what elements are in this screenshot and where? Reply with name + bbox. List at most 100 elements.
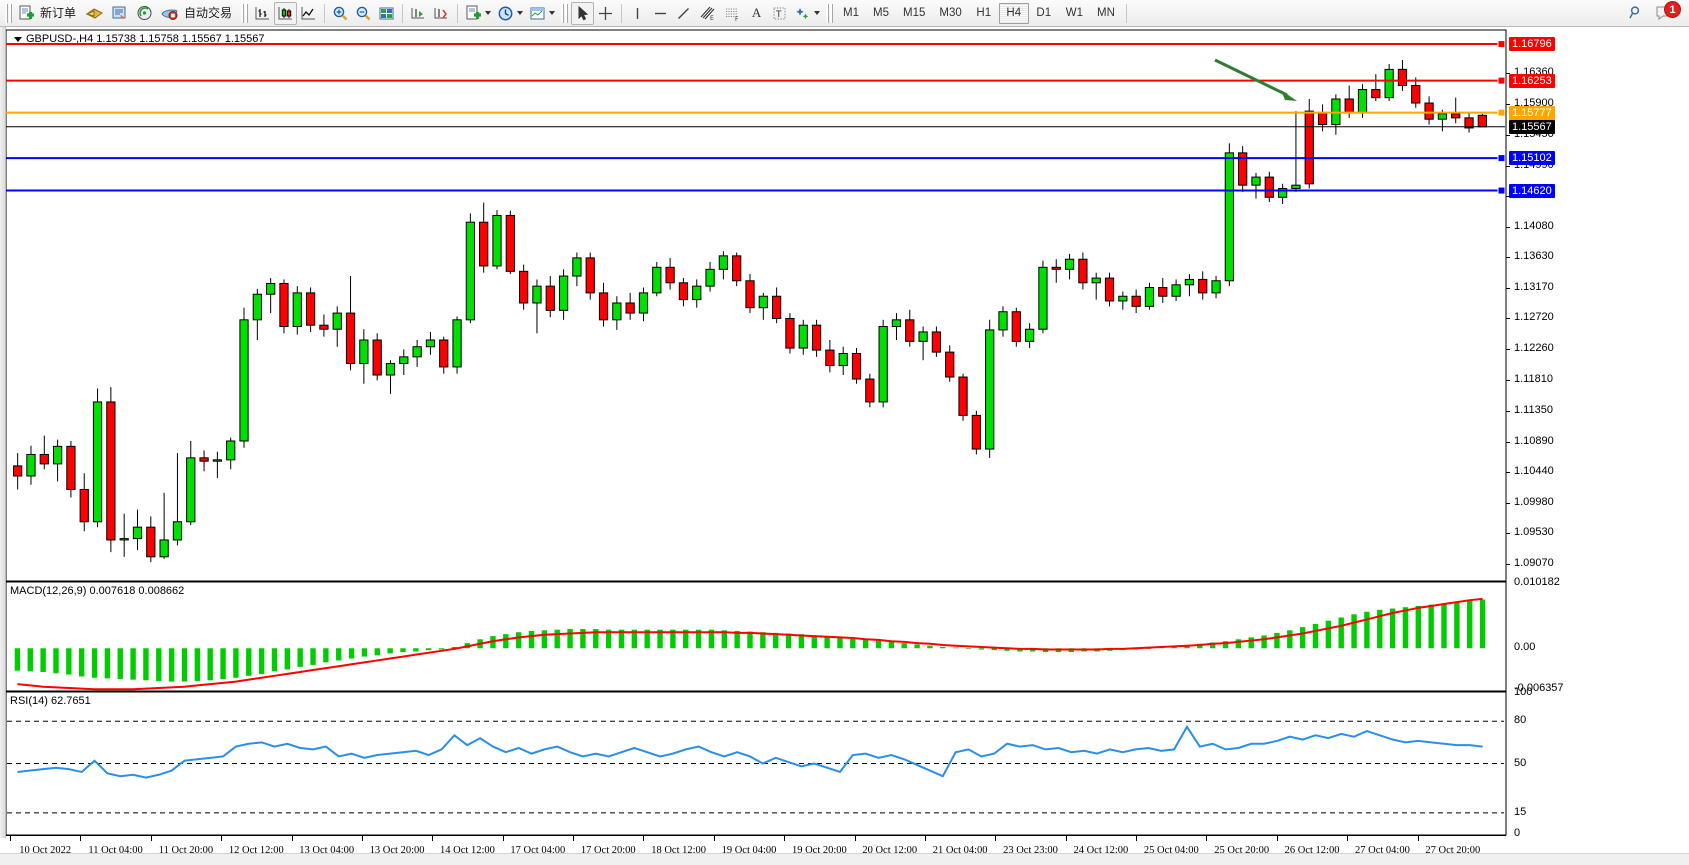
price-axis[interactable]: 1.163601.159001.154501.149901.145401.140… [1506, 30, 1689, 839]
candlestick-chart-button[interactable] [274, 1, 298, 25]
zoom-in-icon [333, 6, 348, 20]
notification-button[interactable]: 1 [1655, 1, 1681, 23]
chevron-down-icon-2[interactable] [517, 11, 524, 15]
zoom-in-button[interactable] [329, 2, 352, 25]
resistance-2-handle[interactable] [1497, 40, 1506, 49]
timeframe-w1[interactable]: W1 [1065, 7, 1084, 19]
candle-body [598, 292, 609, 321]
candle-body [132, 526, 143, 540]
text-label-button[interactable]: T [768, 2, 791, 25]
expert-advisor-button[interactable] [82, 2, 107, 25]
timeframe-mn[interactable]: MN [1097, 7, 1115, 19]
toolbar-grip-2[interactable] [241, 3, 249, 23]
support-1-tag[interactable]: 1.15102 [1509, 151, 1555, 166]
candle-body [252, 293, 262, 321]
timeframe-m30[interactable]: M30 [939, 7, 962, 19]
toolbar-grip-3[interactable] [561, 3, 569, 23]
timeframe-h4[interactable]: H4 [998, 2, 1029, 24]
data-window-button[interactable] [375, 2, 398, 25]
timeframe-h1[interactable]: H1 [976, 7, 992, 19]
timeframe-m15[interactable]: M15 [903, 7, 926, 19]
zoom-out-button[interactable] [352, 2, 375, 25]
shapes-icon [796, 7, 809, 19]
bar-chart-button[interactable] [251, 2, 274, 25]
candle-body [1158, 286, 1168, 297]
price-tick-label: 1.12260 [1514, 342, 1554, 355]
candle-body [1038, 266, 1048, 330]
support-1-handle[interactable] [1497, 154, 1506, 163]
arrow-head [1281, 90, 1297, 101]
time-tickmark [10, 836, 11, 841]
time-tick-label: 25 Oct 04:00 [1143, 845, 1199, 856]
candle-body [772, 295, 782, 319]
chevron-down-icon-4[interactable] [814, 11, 821, 15]
time-tick-label: 13 Oct 04:00 [299, 845, 355, 856]
new-order-button[interactable]: 新订单 [15, 2, 82, 25]
signals-button[interactable] [132, 2, 157, 25]
indicators-button[interactable] [462, 2, 494, 25]
down-trend-arrow[interactable] [1214, 58, 1297, 101]
resistance-2-tag[interactable]: 1.16796 [1509, 37, 1555, 52]
shapes-button[interactable] [791, 2, 823, 25]
line-chart-icon [301, 6, 316, 19]
time-axis[interactable]: 10 Oct 2022 11 Oct 04:00 11 Oct 20:00 12 Oc… [6, 835, 1506, 865]
autotrading-button[interactable]: 自动交易 [157, 2, 238, 25]
candle-body [652, 266, 662, 294]
search-icon [1629, 6, 1640, 19]
text-icon: A [751, 5, 762, 20]
resistance-1-tag[interactable]: 1.16253 [1509, 73, 1555, 88]
timeframe-m1[interactable]: M1 [843, 7, 860, 19]
candle-body [678, 282, 689, 301]
fibonacci-button[interactable]: F [720, 2, 745, 25]
pivot-line-tag[interactable]: 1.15777 [1509, 105, 1555, 120]
candle-body [585, 257, 595, 294]
timeframe-m5[interactable]: M5 [873, 7, 890, 19]
toolbar-grip[interactable] [5, 3, 12, 23]
candle-body [266, 282, 276, 295]
toolbar-grip-4[interactable] [826, 3, 834, 23]
candle-body [625, 302, 635, 314]
price-tick-label: 1.11810 [1514, 372, 1553, 385]
support-2-handle[interactable] [1497, 186, 1506, 195]
collapse-triangle-icon[interactable] [14, 36, 22, 42]
price-tickmark [1506, 165, 1510, 167]
line-chart-button[interactable] [297, 2, 320, 25]
auto-scroll-button[interactable] [407, 2, 430, 25]
price-tickmark [1506, 226, 1510, 228]
time-tickmark [432, 836, 434, 841]
terminal-button[interactable] [107, 2, 132, 25]
cursor-button[interactable] [571, 1, 595, 25]
search-button[interactable] [1623, 2, 1649, 25]
trendline-button[interactable] [672, 2, 695, 25]
candle-body [705, 268, 715, 287]
chart-shift-button[interactable] [430, 2, 453, 25]
equidistant-channel-icon: E [700, 6, 715, 22]
chart-vertical-scrollbar[interactable] [0, 27, 6, 838]
resistance-1-handle[interactable] [1497, 76, 1506, 85]
chart-canvas[interactable] [0, 27, 1689, 865]
crosshair-icon [599, 6, 613, 20]
templates-button[interactable] [526, 2, 558, 25]
main-toolbar: 新订单 [0, 0, 1689, 27]
candle-body [52, 445, 63, 465]
candle-body [1464, 117, 1474, 129]
period-button[interactable] [494, 2, 526, 25]
candle-body [1211, 280, 1221, 294]
vertical-line-button[interactable] [626, 2, 649, 25]
candle-body [492, 214, 502, 267]
timeframe-d1[interactable]: D1 [1036, 7, 1052, 19]
macd-tick-label: 0.010182 [1514, 576, 1560, 588]
crosshair-button[interactable] [594, 2, 617, 25]
last-price-line-tag[interactable]: 1.15567 [1509, 119, 1555, 134]
pivot-line-handle[interactable] [1497, 108, 1506, 117]
candle-body [452, 319, 462, 368]
candle-body [1277, 188, 1288, 198]
time-tick-label: 24 Oct 12:00 [1073, 845, 1129, 856]
support-2-tag[interactable]: 1.14620 [1509, 183, 1555, 198]
price-tickmark [1506, 349, 1510, 351]
text-button[interactable]: A [745, 2, 768, 25]
equidistant-channel-button[interactable]: E [695, 2, 720, 25]
horizontal-line-button[interactable] [649, 2, 672, 25]
chevron-down-icon-3[interactable] [549, 11, 556, 15]
chevron-down-icon[interactable] [485, 11, 492, 15]
